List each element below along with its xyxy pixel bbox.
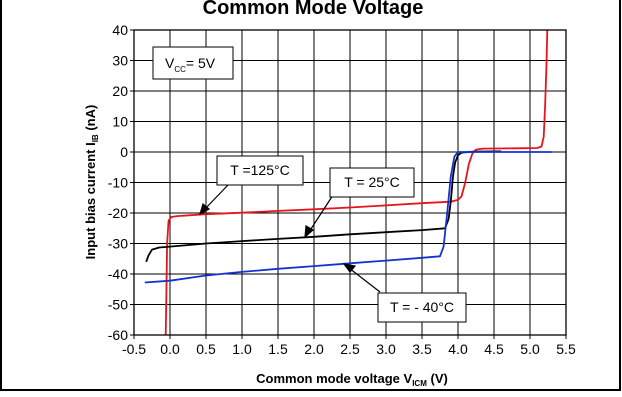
annotation-m40c-box — [377, 292, 467, 323]
annotation-25c-box — [329, 167, 415, 198]
y-tick-label: 0 — [120, 144, 128, 160]
arrow-m40c-line — [348, 267, 381, 293]
condition-box-main: V — [165, 55, 175, 71]
y-tick-label: 20 — [112, 83, 128, 99]
y-tick-label: -60 — [108, 327, 128, 343]
x-tick-label: 1.0 — [232, 341, 252, 357]
annotation-125c-box — [216, 155, 304, 186]
x-tick-label: 3.0 — [376, 341, 396, 357]
y-axis-label: Input bias current IIB (nA) — [83, 105, 100, 260]
x-tick-label: 4.5 — [484, 341, 504, 357]
y-tick-label: -50 — [108, 297, 128, 313]
arrow-125c-line — [203, 184, 229, 211]
condition-box: VCC= 5V — [152, 46, 234, 80]
x-tick-label: 1.5 — [268, 341, 288, 357]
y-tick-label: -10 — [108, 175, 128, 191]
tick-layer: -0.5 0.0 0.5 1.0 1.5 2.0 2.5 3.0 3.5 4.0 4.5 5.0 5.5… — [108, 22, 576, 357]
y-axis-label-sub: IB — [91, 134, 100, 142]
x-axis-label-unit: (V) — [427, 371, 448, 386]
series-line-0 — [164, 30, 549, 335]
x-axis-label-main: Common mode voltage V — [256, 371, 412, 386]
x-tick-label: 5.5 — [556, 341, 576, 357]
annotation-125c: T =125°C — [216, 155, 304, 186]
x-tick-label: 3.5 — [412, 341, 432, 357]
arrow-25c-head — [304, 225, 315, 239]
series-line-2 — [144, 151, 552, 284]
annotation-25c-label: T = 25°C — [344, 174, 400, 190]
condition-box-frame — [152, 46, 234, 80]
x-tick-label: 0.0 — [160, 341, 180, 357]
x-tick-label: -0.5 — [122, 341, 146, 357]
condition-box-sub: CC — [174, 65, 186, 74]
annotation-25c: T = 25°C — [329, 167, 415, 198]
y-axis-label-unit: (nA) — [83, 105, 98, 135]
series-line-1 — [145, 150, 502, 263]
arrow-25c-line — [308, 191, 336, 233]
x-axis-label-sub: ICM — [412, 379, 427, 388]
x-axis-label: Common mode voltage VICM (V) — [256, 371, 448, 388]
x-tick-label: 0.5 — [196, 341, 216, 357]
annotation-125c-label: T =125°C — [230, 162, 289, 178]
annotation-m40c-label: T = - 40°C — [390, 299, 454, 315]
arrow-m40c-head — [342, 263, 357, 273]
y-tick-label: 10 — [112, 114, 128, 130]
series-layer — [144, 30, 552, 335]
chart-title: Common Mode Voltage — [203, 0, 424, 19]
annotation-arrows — [199, 184, 381, 293]
condition-box-rest: = 5V — [186, 55, 216, 71]
annotation-m40c: T = - 40°C — [377, 292, 467, 323]
y-axis-label-main: Input bias current I — [83, 142, 98, 259]
y-tick-label: 40 — [112, 22, 128, 38]
y-tick-label: -20 — [108, 205, 128, 221]
x-tick-label: 5.0 — [520, 341, 540, 357]
plot-border — [133, 29, 567, 336]
condition-box-text: VCC= 5V — [165, 55, 216, 74]
y-tick-label: -40 — [108, 266, 128, 282]
x-tick-label: 4.0 — [448, 341, 468, 357]
x-tick-label: 2.5 — [340, 341, 360, 357]
x-tick-label: 2.0 — [304, 341, 324, 357]
arrow-125c-head — [199, 202, 211, 216]
y-tick-label: -30 — [108, 236, 128, 252]
y-tick-label: 30 — [112, 53, 128, 69]
